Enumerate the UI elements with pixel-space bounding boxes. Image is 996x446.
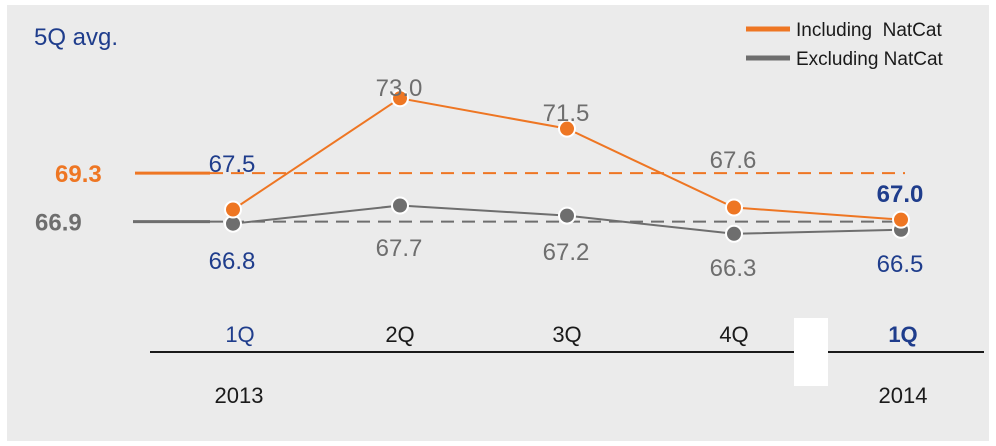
x-tick-label-1: 1Q — [225, 322, 254, 347]
legend: Including NatCat Excluding NatCat — [746, 20, 944, 70]
data-label-including-3: 71.5 — [543, 100, 590, 127]
legend-label-including: Including NatCat — [796, 20, 942, 41]
legend-label-excluding: Excluding NatCat — [796, 49, 944, 70]
data-label-including-5: 67.0 — [877, 181, 924, 208]
series-including — [224, 89, 910, 229]
avg-label-excluding: 66.9 — [35, 210, 82, 237]
average-lines: 69.3 66.9 — [35, 161, 905, 237]
x-axis: 1Q 2Q 3Q 4Q 1Q 2013 2014 — [150, 318, 984, 408]
data-label-including-1: 67.5 — [209, 151, 256, 178]
year-label-2013: 2013 — [215, 383, 264, 408]
data-label-excluding-2: 67.7 — [376, 235, 423, 262]
data-label-excluding-1: 66.8 — [209, 248, 256, 275]
x-tick-label-5: 1Q — [888, 322, 917, 347]
x-tick-label-3: 3Q — [552, 322, 581, 347]
axis-break — [794, 318, 828, 386]
data-label-including-4: 67.6 — [710, 147, 757, 174]
x-tick-label-2: 2Q — [385, 322, 414, 347]
point-including-5 — [892, 210, 910, 229]
point-excluding-4 — [725, 224, 743, 243]
avg-label-including: 69.3 — [55, 161, 102, 188]
year-label-2014: 2014 — [879, 383, 928, 408]
data-label-excluding-4: 66.3 — [710, 255, 757, 282]
point-including-1 — [224, 200, 242, 219]
chart-title: 5Q avg. — [34, 24, 118, 51]
data-label-including-2: 73.0 — [376, 75, 423, 102]
data-labels-including: 67.5 73.0 71.5 67.6 67.0 — [209, 75, 924, 208]
data-label-excluding-3: 67.2 — [543, 239, 590, 266]
point-including-4 — [725, 198, 743, 217]
data-labels-excluding: 66.8 67.7 67.2 66.3 66.5 — [209, 235, 924, 282]
point-excluding-2 — [391, 196, 409, 215]
point-including-2 — [391, 89, 409, 108]
point-including-3 — [558, 119, 576, 138]
x-tick-label-4: 4Q — [719, 322, 748, 347]
point-excluding-3 — [558, 206, 576, 225]
data-label-excluding-5: 66.5 — [877, 251, 924, 278]
